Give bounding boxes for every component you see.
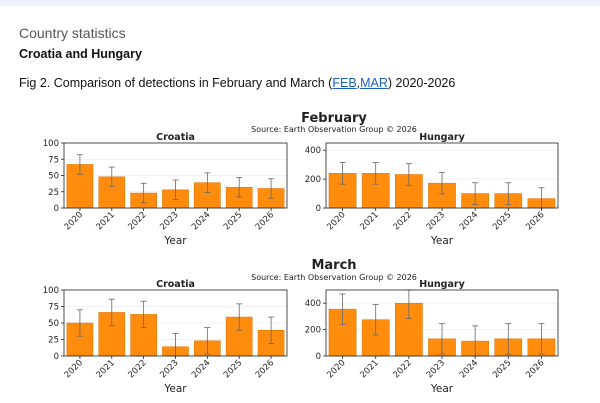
x-tick-label: 2020 bbox=[63, 210, 85, 232]
x-tick-label: 2020 bbox=[63, 358, 85, 380]
x-tick-label: 2022 bbox=[392, 358, 414, 380]
caption-separator: , bbox=[356, 76, 361, 90]
x-tick-label: 2024 bbox=[190, 210, 212, 232]
y-tick-label: 0 bbox=[54, 204, 59, 214]
group-title-1: March bbox=[311, 258, 356, 273]
y-tick-label: 200 bbox=[305, 175, 321, 185]
panel-title: Hungary bbox=[419, 279, 465, 290]
y-tick-label: 100 bbox=[43, 286, 59, 296]
x-tick-label: 2021 bbox=[95, 358, 117, 380]
y-tick-label: 100 bbox=[43, 139, 59, 149]
x-tick-label: 2025 bbox=[222, 210, 244, 232]
mar-link[interactable]: MAR bbox=[360, 76, 388, 90]
feb-link[interactable]: FEB bbox=[332, 76, 357, 90]
source-note-1: Source: Earth Observation Group © 2026 bbox=[251, 273, 417, 282]
caption-prefix: Fig 2. Comparison of detections in Febru… bbox=[19, 76, 333, 90]
axes-frame bbox=[325, 289, 559, 357]
x-tick-label: 2020 bbox=[325, 210, 347, 232]
x-tick-label: 2022 bbox=[126, 210, 148, 232]
y-tick-label: 25 bbox=[48, 188, 59, 198]
axes-frame bbox=[325, 142, 559, 209]
x-axis-label: Year bbox=[430, 383, 454, 395]
x-tick-label: 2021 bbox=[358, 210, 380, 232]
chart-panel-1: Hungary 0 200 400 2020 2021 2022 2023 2024 2025 20… bbox=[305, 132, 559, 247]
y-tick-label: 0 bbox=[316, 204, 321, 214]
figure-caption: Fig 2. Comparison of detections in Febru… bbox=[19, 76, 455, 90]
x-tick-label: 2025 bbox=[222, 358, 244, 380]
y-tick-label: 50 bbox=[48, 172, 59, 182]
caption-suffix: ) 2020-2026 bbox=[387, 76, 456, 90]
chart-panel-2: Croatia 0 25 50 75 100 2020 2021 2022 2023 2024 202… bbox=[43, 279, 288, 395]
y-tick-label: 400 bbox=[305, 299, 321, 309]
y-tick-label: 75 bbox=[48, 303, 59, 313]
x-tick-label: 2025 bbox=[491, 210, 513, 232]
group-title-0: February bbox=[301, 111, 367, 126]
x-axis-label: Year bbox=[163, 235, 187, 247]
x-tick-label: 2020 bbox=[325, 358, 347, 380]
x-tick-label: 2026 bbox=[524, 358, 546, 380]
y-tick-label: 200 bbox=[305, 326, 321, 336]
x-tick-label: 2025 bbox=[491, 358, 513, 380]
x-tick-label: 2021 bbox=[358, 358, 380, 380]
y-tick-label: 0 bbox=[54, 352, 59, 362]
panel-title: Croatia bbox=[156, 132, 195, 143]
chart-panel-0: Croatia 0 25 50 75 100 2020 2021 2022 2023 2024 202… bbox=[43, 132, 288, 247]
page-subtitle: Croatia and Hungary bbox=[19, 47, 142, 61]
x-tick-label: 2026 bbox=[524, 210, 546, 232]
y-tick-label: 25 bbox=[48, 336, 59, 346]
axes-frame bbox=[63, 289, 288, 357]
x-tick-label: 2024 bbox=[190, 358, 212, 380]
panel-title: Hungary bbox=[419, 132, 465, 143]
y-tick-label: 75 bbox=[48, 155, 59, 165]
section-title: Country statistics bbox=[19, 25, 126, 41]
x-tick-label: 2026 bbox=[254, 358, 276, 380]
x-tick-label: 2023 bbox=[158, 210, 180, 232]
x-axis-label: Year bbox=[430, 235, 454, 247]
x-tick-label: 2022 bbox=[392, 210, 414, 232]
chart-panel-3: Hungary 0 200 400 2020 2021 2022 2023 2024 2025 20… bbox=[305, 279, 559, 395]
top-bar bbox=[0, 0, 600, 6]
x-tick-label: 2021 bbox=[95, 210, 117, 232]
y-tick-label: 50 bbox=[48, 319, 59, 329]
axes-frame bbox=[63, 142, 288, 209]
source-note-0: Source: Earth Observation Group © 2026 bbox=[251, 125, 417, 134]
x-tick-label: 2024 bbox=[458, 358, 480, 380]
x-tick-label: 2026 bbox=[254, 210, 276, 232]
x-tick-label: 2023 bbox=[158, 358, 180, 380]
panel-title: Croatia bbox=[156, 279, 195, 290]
x-tick-label: 2024 bbox=[458, 210, 480, 232]
y-tick-label: 0 bbox=[316, 352, 321, 362]
x-axis-label: Year bbox=[163, 383, 187, 395]
x-tick-label: 2022 bbox=[126, 358, 148, 380]
x-tick-label: 2023 bbox=[425, 210, 447, 232]
x-tick-label: 2023 bbox=[425, 358, 447, 380]
y-tick-label: 400 bbox=[305, 146, 321, 156]
